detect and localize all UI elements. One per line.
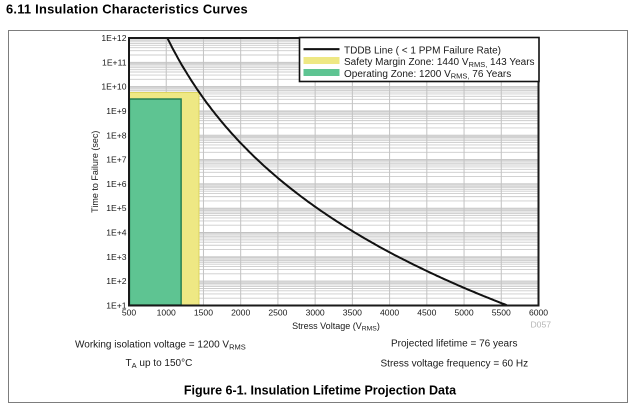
svg-text:500: 500 [122, 307, 137, 317]
svg-text:4000: 4000 [380, 307, 399, 317]
svg-text:Stress Voltage (VRMS): Stress Voltage (VRMS) [292, 321, 380, 333]
svg-text:1E+3: 1E+3 [106, 252, 127, 262]
svg-text:Projected lifetime = 76 years: Projected lifetime = 76 years [391, 339, 517, 350]
svg-text:Safety Margin Zone: 1440 VRMS,: Safety Margin Zone: 1440 VRMS, 143 Years [344, 57, 535, 69]
svg-text:6000: 6000 [529, 307, 548, 317]
svg-text:Stress voltage frequency = 60: Stress voltage frequency = 60 Hz [381, 359, 529, 370]
svg-text:1E+11: 1E+11 [102, 57, 127, 67]
svg-text:1E+2: 1E+2 [106, 276, 127, 286]
svg-text:1E+4: 1E+4 [106, 228, 127, 238]
svg-text:1E+8: 1E+8 [106, 130, 127, 140]
svg-text:Working isolation voltage = 12: Working isolation voltage = 1200 VRMS [75, 340, 246, 352]
svg-text:4500: 4500 [417, 307, 436, 317]
svg-text:1E+9: 1E+9 [106, 106, 127, 116]
svg-text:1E+12: 1E+12 [101, 33, 126, 43]
svg-text:2000: 2000 [231, 307, 250, 317]
svg-text:5000: 5000 [454, 307, 473, 317]
svg-text:1E+10: 1E+10 [101, 82, 126, 92]
svg-text:2500: 2500 [268, 307, 287, 317]
svg-text:1E+6: 1E+6 [106, 179, 127, 189]
svg-text:1E+1: 1E+1 [106, 301, 127, 311]
svg-text:1500: 1500 [194, 307, 213, 317]
svg-text:Operating Zone: 1200 VRMS, 76: Operating Zone: 1200 VRMS, 76 Years [344, 69, 511, 81]
svg-text:5500: 5500 [492, 307, 511, 317]
svg-text:1E+5: 1E+5 [106, 203, 127, 213]
svg-text:Figure 6-1. Insulation Lifetim: Figure 6-1. Insulation Lifetime Projecti… [184, 384, 457, 398]
svg-text:6.11 Insulation Characteristic: 6.11 Insulation Characteristics Curves [6, 1, 248, 16]
svg-text:D057: D057 [530, 320, 551, 330]
svg-text:3000: 3000 [306, 307, 325, 317]
svg-text:1E+7: 1E+7 [106, 155, 127, 165]
svg-text:TA up to 150°C: TA up to 150°C [126, 358, 193, 370]
svg-text:1000: 1000 [157, 307, 176, 317]
svg-text:3500: 3500 [343, 307, 362, 317]
svg-text:Time to Failure (sec): Time to Failure (sec) [90, 131, 100, 213]
svg-text:TDDB Line ( < 1 PPM Failure Ra: TDDB Line ( < 1 PPM Failure Rate) [344, 45, 501, 56]
